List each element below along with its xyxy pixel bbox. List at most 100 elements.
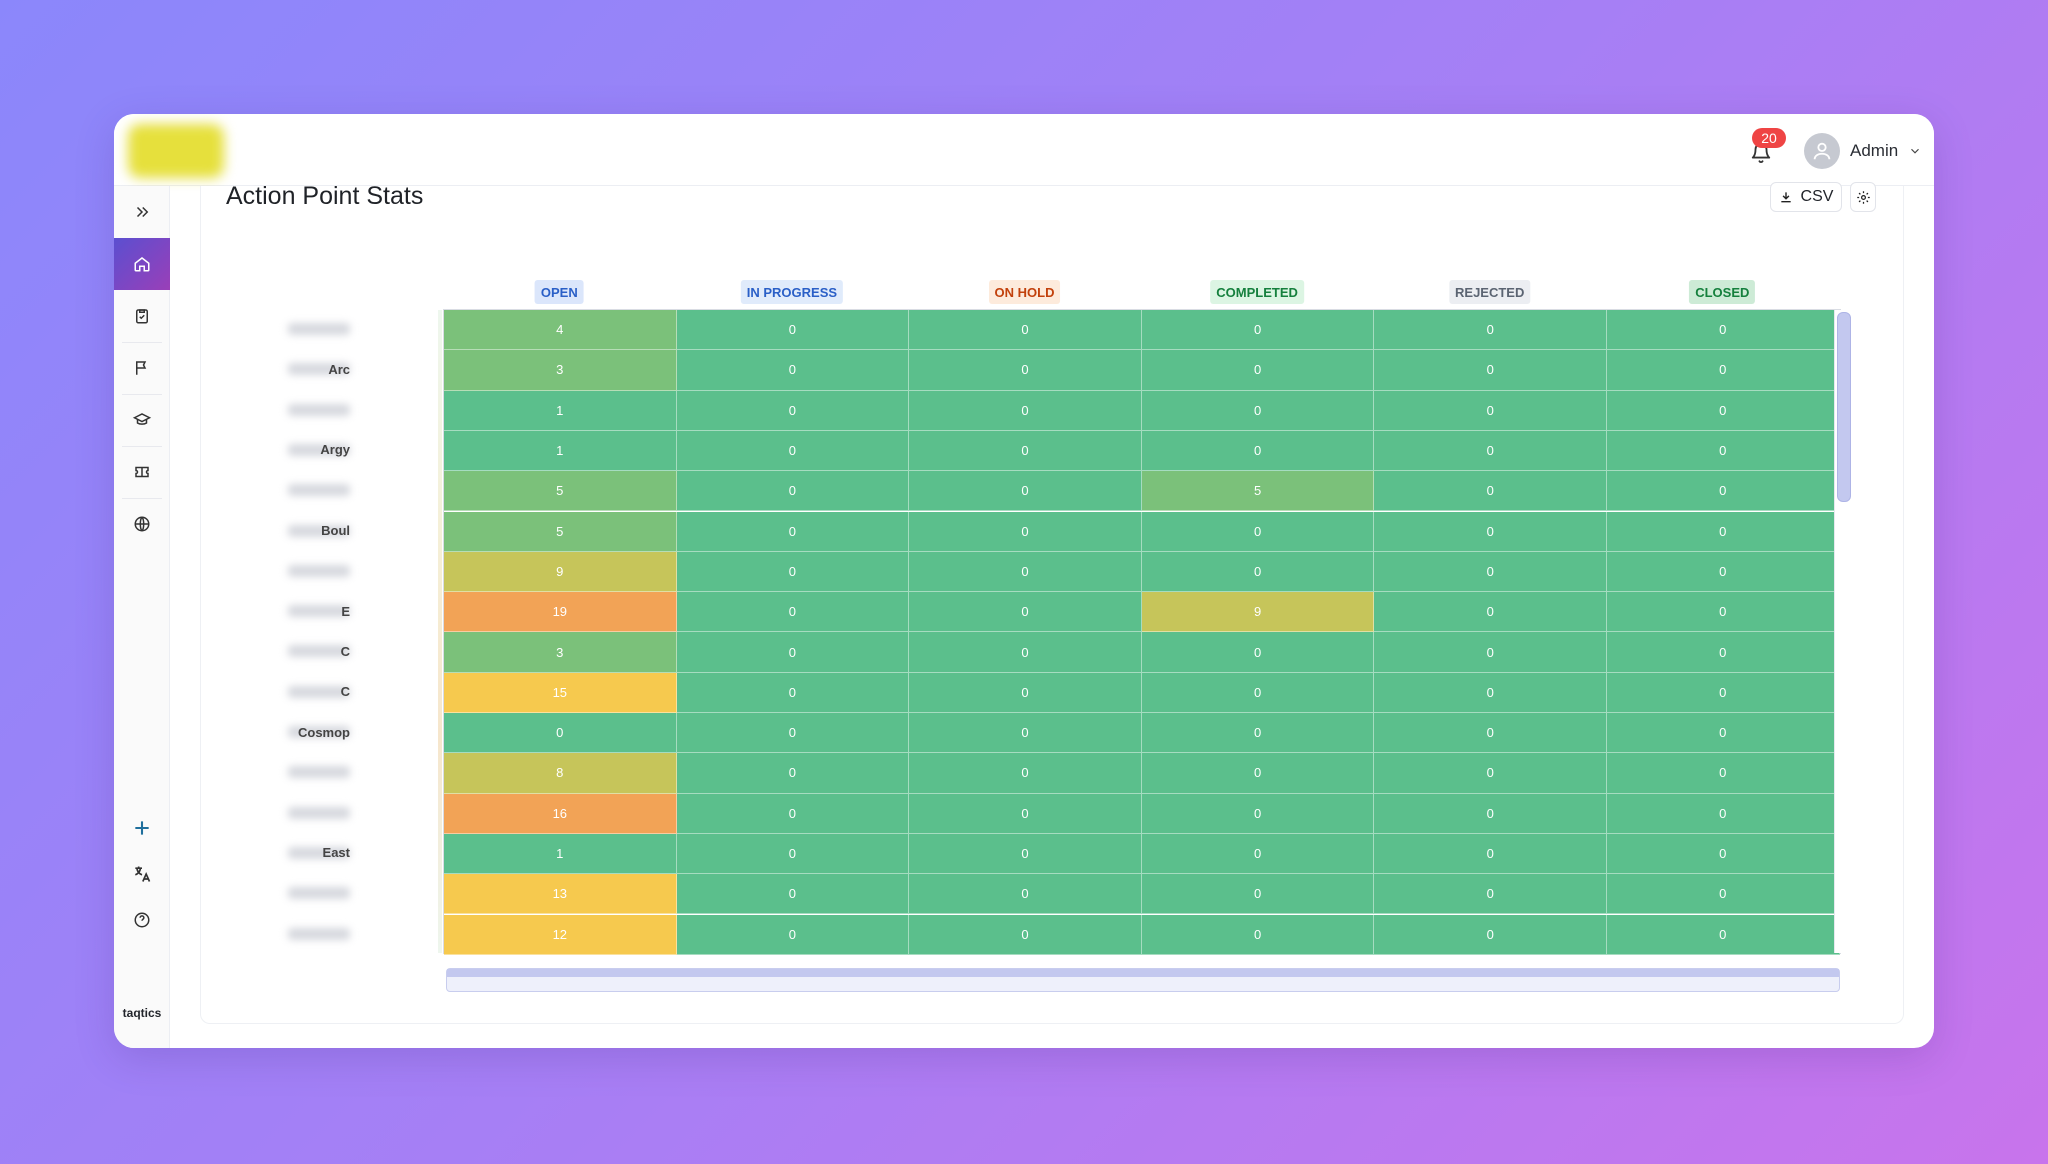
heatmap-cell[interactable]: 0: [676, 390, 910, 431]
heatmap-cell[interactable]: 0: [909, 350, 1142, 391]
heatmap-cell[interactable]: 0: [1374, 833, 1607, 875]
heatmap-cell[interactable]: 3: [444, 632, 677, 673]
heatmap-cell[interactable]: 0: [1607, 511, 1840, 552]
heatmap-cell[interactable]: 0: [676, 874, 910, 915]
heatmap-cell[interactable]: 0: [1374, 310, 1607, 351]
heatmap-cell[interactable]: 0: [1374, 793, 1607, 834]
heatmap-cell[interactable]: 0: [676, 511, 910, 552]
heatmap-cell[interactable]: 1: [444, 390, 677, 431]
heatmap-cell[interactable]: 8: [444, 753, 677, 794]
heatmap-cell[interactable]: 1: [444, 833, 677, 875]
add-button[interactable]: [114, 802, 170, 854]
heatmap-cell[interactable]: 5: [1141, 471, 1375, 512]
heatmap-cell[interactable]: 0: [1141, 914, 1375, 955]
language-button[interactable]: [114, 848, 170, 900]
heatmap-cell[interactable]: 0: [1141, 833, 1375, 875]
heatmap-cell[interactable]: 0: [1374, 390, 1607, 431]
heatmap-cell[interactable]: 0: [909, 793, 1142, 834]
heatmap-cell[interactable]: 0: [1141, 551, 1375, 593]
heatmap-cell[interactable]: 9: [444, 551, 677, 593]
help-button[interactable]: [114, 894, 170, 946]
heatmap-cell[interactable]: 0: [909, 310, 1142, 351]
heatmap-cell[interactable]: 0: [676, 430, 910, 472]
heatmap-cell[interactable]: 0: [676, 350, 910, 391]
heatmap-cell[interactable]: 0: [1607, 592, 1840, 633]
heatmap-cell[interactable]: 0: [1374, 471, 1607, 512]
heatmap-cell[interactable]: 0: [909, 914, 1142, 955]
heatmap-cell[interactable]: 15: [444, 672, 677, 713]
sidebar-item-tickets[interactable]: [114, 446, 170, 498]
heatmap-cell[interactable]: 0: [1374, 592, 1607, 633]
heatmap-cell[interactable]: 3: [444, 350, 677, 391]
heatmap-cell[interactable]: 0: [1374, 632, 1607, 673]
heatmap-cell[interactable]: 0: [444, 713, 677, 754]
heatmap-cell[interactable]: 13: [444, 874, 677, 915]
heatmap-cell[interactable]: 0: [676, 471, 910, 512]
heatmap-cell[interactable]: 0: [676, 672, 910, 713]
heatmap-cell[interactable]: 0: [676, 592, 910, 633]
vertical-scrollbar[interactable]: [1834, 310, 1852, 953]
heatmap-cell[interactable]: 0: [1607, 914, 1840, 955]
heatmap-cell[interactable]: 0: [1607, 390, 1840, 431]
heatmap-cell[interactable]: 0: [1141, 310, 1375, 351]
heatmap-cell[interactable]: 0: [1607, 430, 1840, 472]
heatmap-cell[interactable]: 0: [1374, 350, 1607, 391]
heatmap-cell[interactable]: 0: [909, 390, 1142, 431]
heatmap-cell[interactable]: 0: [1374, 672, 1607, 713]
heatmap-cell[interactable]: 0: [1607, 350, 1840, 391]
heatmap-cell[interactable]: 0: [909, 753, 1142, 794]
heatmap-cell[interactable]: 16: [444, 793, 677, 834]
heatmap-cell[interactable]: 0: [1374, 511, 1607, 552]
sidebar-item-home[interactable]: [114, 238, 170, 290]
heatmap-cell[interactable]: 0: [1141, 793, 1375, 834]
heatmap-cell[interactable]: 0: [1141, 350, 1375, 391]
heatmap-cell[interactable]: 0: [1607, 310, 1840, 351]
heatmap-cell[interactable]: 5: [444, 511, 677, 552]
sidebar-item-training[interactable]: [114, 394, 170, 446]
horizontal-scrollbar[interactable]: [446, 968, 1840, 992]
heatmap-cell[interactable]: 0: [909, 713, 1142, 754]
heatmap-cell[interactable]: 0: [909, 874, 1142, 915]
heatmap-cell[interactable]: 0: [1607, 632, 1840, 673]
heatmap-cell[interactable]: 0: [1141, 511, 1375, 552]
vertical-scroll-thumb[interactable]: [1837, 312, 1851, 502]
heatmap-cell[interactable]: 19: [444, 592, 677, 633]
heatmap-cell[interactable]: 5: [444, 471, 677, 512]
settings-button[interactable]: [1850, 182, 1876, 212]
heatmap-cell[interactable]: 0: [676, 632, 910, 673]
heatmap-cell[interactable]: 0: [1141, 390, 1375, 431]
heatmap-cell[interactable]: 0: [1607, 874, 1840, 915]
heatmap-cell[interactable]: 9: [1141, 592, 1375, 633]
heatmap-cell[interactable]: 0: [1141, 632, 1375, 673]
heatmap-cell[interactable]: 0: [909, 632, 1142, 673]
sidebar-toggle[interactable]: [114, 186, 170, 238]
heatmap-cell[interactable]: 0: [1141, 713, 1375, 754]
heatmap-cell[interactable]: 0: [1607, 793, 1840, 834]
heatmap-cell[interactable]: 1: [444, 430, 677, 472]
heatmap-cell[interactable]: 0: [1607, 753, 1840, 794]
heatmap-cell[interactable]: 4: [444, 310, 677, 351]
heatmap-cell[interactable]: 0: [1607, 471, 1840, 512]
heatmap-cell[interactable]: 0: [1607, 833, 1840, 875]
heatmap-cell[interactable]: 0: [676, 551, 910, 593]
horizontal-scroll-thumb[interactable]: [447, 969, 1839, 977]
heatmap-cell[interactable]: 0: [676, 793, 910, 834]
heatmap-cell[interactable]: 0: [676, 753, 910, 794]
heatmap-cell[interactable]: 0: [1374, 874, 1607, 915]
heatmap-cell[interactable]: 0: [1141, 874, 1375, 915]
heatmap-cell[interactable]: 0: [909, 672, 1142, 713]
heatmap-cell[interactable]: 0: [1607, 713, 1840, 754]
heatmap-cell[interactable]: 0: [676, 833, 910, 875]
sidebar-item-tasks[interactable]: [114, 290, 170, 342]
heatmap-cell[interactable]: 0: [1374, 551, 1607, 593]
heatmap-cell[interactable]: 0: [676, 713, 910, 754]
sidebar-item-global[interactable]: [114, 498, 170, 550]
heatmap-cell[interactable]: 0: [909, 833, 1142, 875]
heatmap-cell[interactable]: 0: [676, 310, 910, 351]
heatmap-cell[interactable]: 0: [1141, 430, 1375, 472]
heatmap-cell[interactable]: 0: [909, 592, 1142, 633]
heatmap-cell[interactable]: 0: [909, 551, 1142, 593]
heatmap-cell[interactable]: 0: [909, 471, 1142, 512]
heatmap-cell[interactable]: 0: [1374, 914, 1607, 955]
heatmap-cell[interactable]: 12: [444, 914, 677, 955]
